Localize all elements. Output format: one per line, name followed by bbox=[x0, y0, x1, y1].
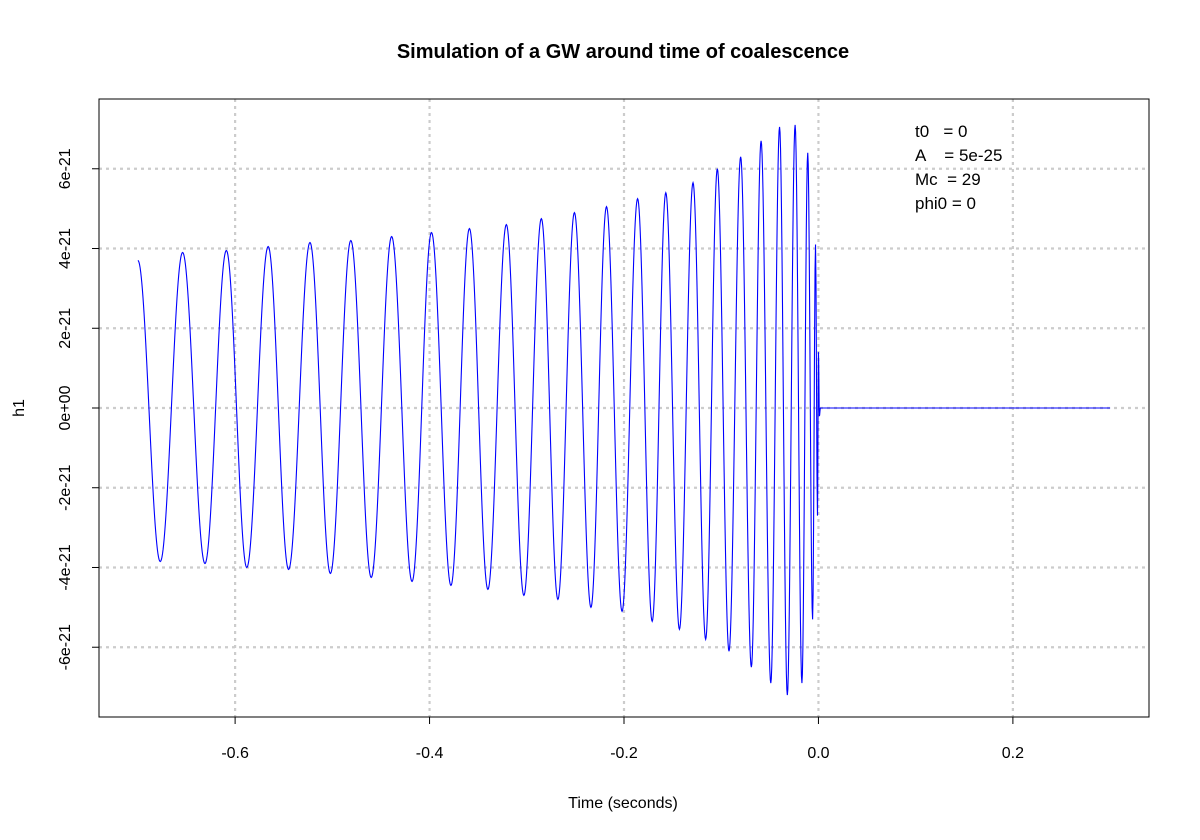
annotation-line: t0 = 0 bbox=[915, 122, 967, 141]
x-axis: -0.6 -0.4 -0.2 0.0 0.2 bbox=[221, 717, 1024, 762]
y-axis: -6e-21 -4e-21 -2e-21 0e+00 2e-21 4e-21 6e-21 bbox=[57, 148, 99, 670]
x-axis-label: Time (seconds) bbox=[568, 795, 678, 812]
y-tick-label: -2e-21 bbox=[57, 465, 74, 511]
annotations: t0 = 0 A = 5e-25 Mc = 29 phi0 = 0 bbox=[915, 122, 1002, 213]
y-tick-label: 0e+00 bbox=[57, 385, 74, 430]
x-tick-label: -0.4 bbox=[416, 745, 444, 762]
annotation-line: A = 5e-25 bbox=[915, 146, 1002, 165]
y-tick-label: 6e-21 bbox=[57, 148, 74, 189]
chart-title: Simulation of a GW around time of coales… bbox=[397, 41, 849, 63]
y-tick-label: 4e-21 bbox=[57, 228, 74, 269]
x-tick-label: 0.0 bbox=[807, 745, 829, 762]
annotation-line: phi0 = 0 bbox=[915, 194, 976, 213]
x-tick-label: 0.2 bbox=[1002, 745, 1024, 762]
x-tick-label: -0.6 bbox=[221, 745, 249, 762]
y-tick-label: 2e-21 bbox=[57, 308, 74, 349]
series-line bbox=[137, 124, 1111, 696]
y-tick-label: -4e-21 bbox=[57, 544, 74, 590]
y-tick-label: -6e-21 bbox=[57, 624, 74, 670]
y-axis-label: h1 bbox=[11, 399, 28, 417]
annotation-line: Mc = 29 bbox=[915, 170, 981, 189]
x-tick-label: -0.2 bbox=[610, 745, 638, 762]
